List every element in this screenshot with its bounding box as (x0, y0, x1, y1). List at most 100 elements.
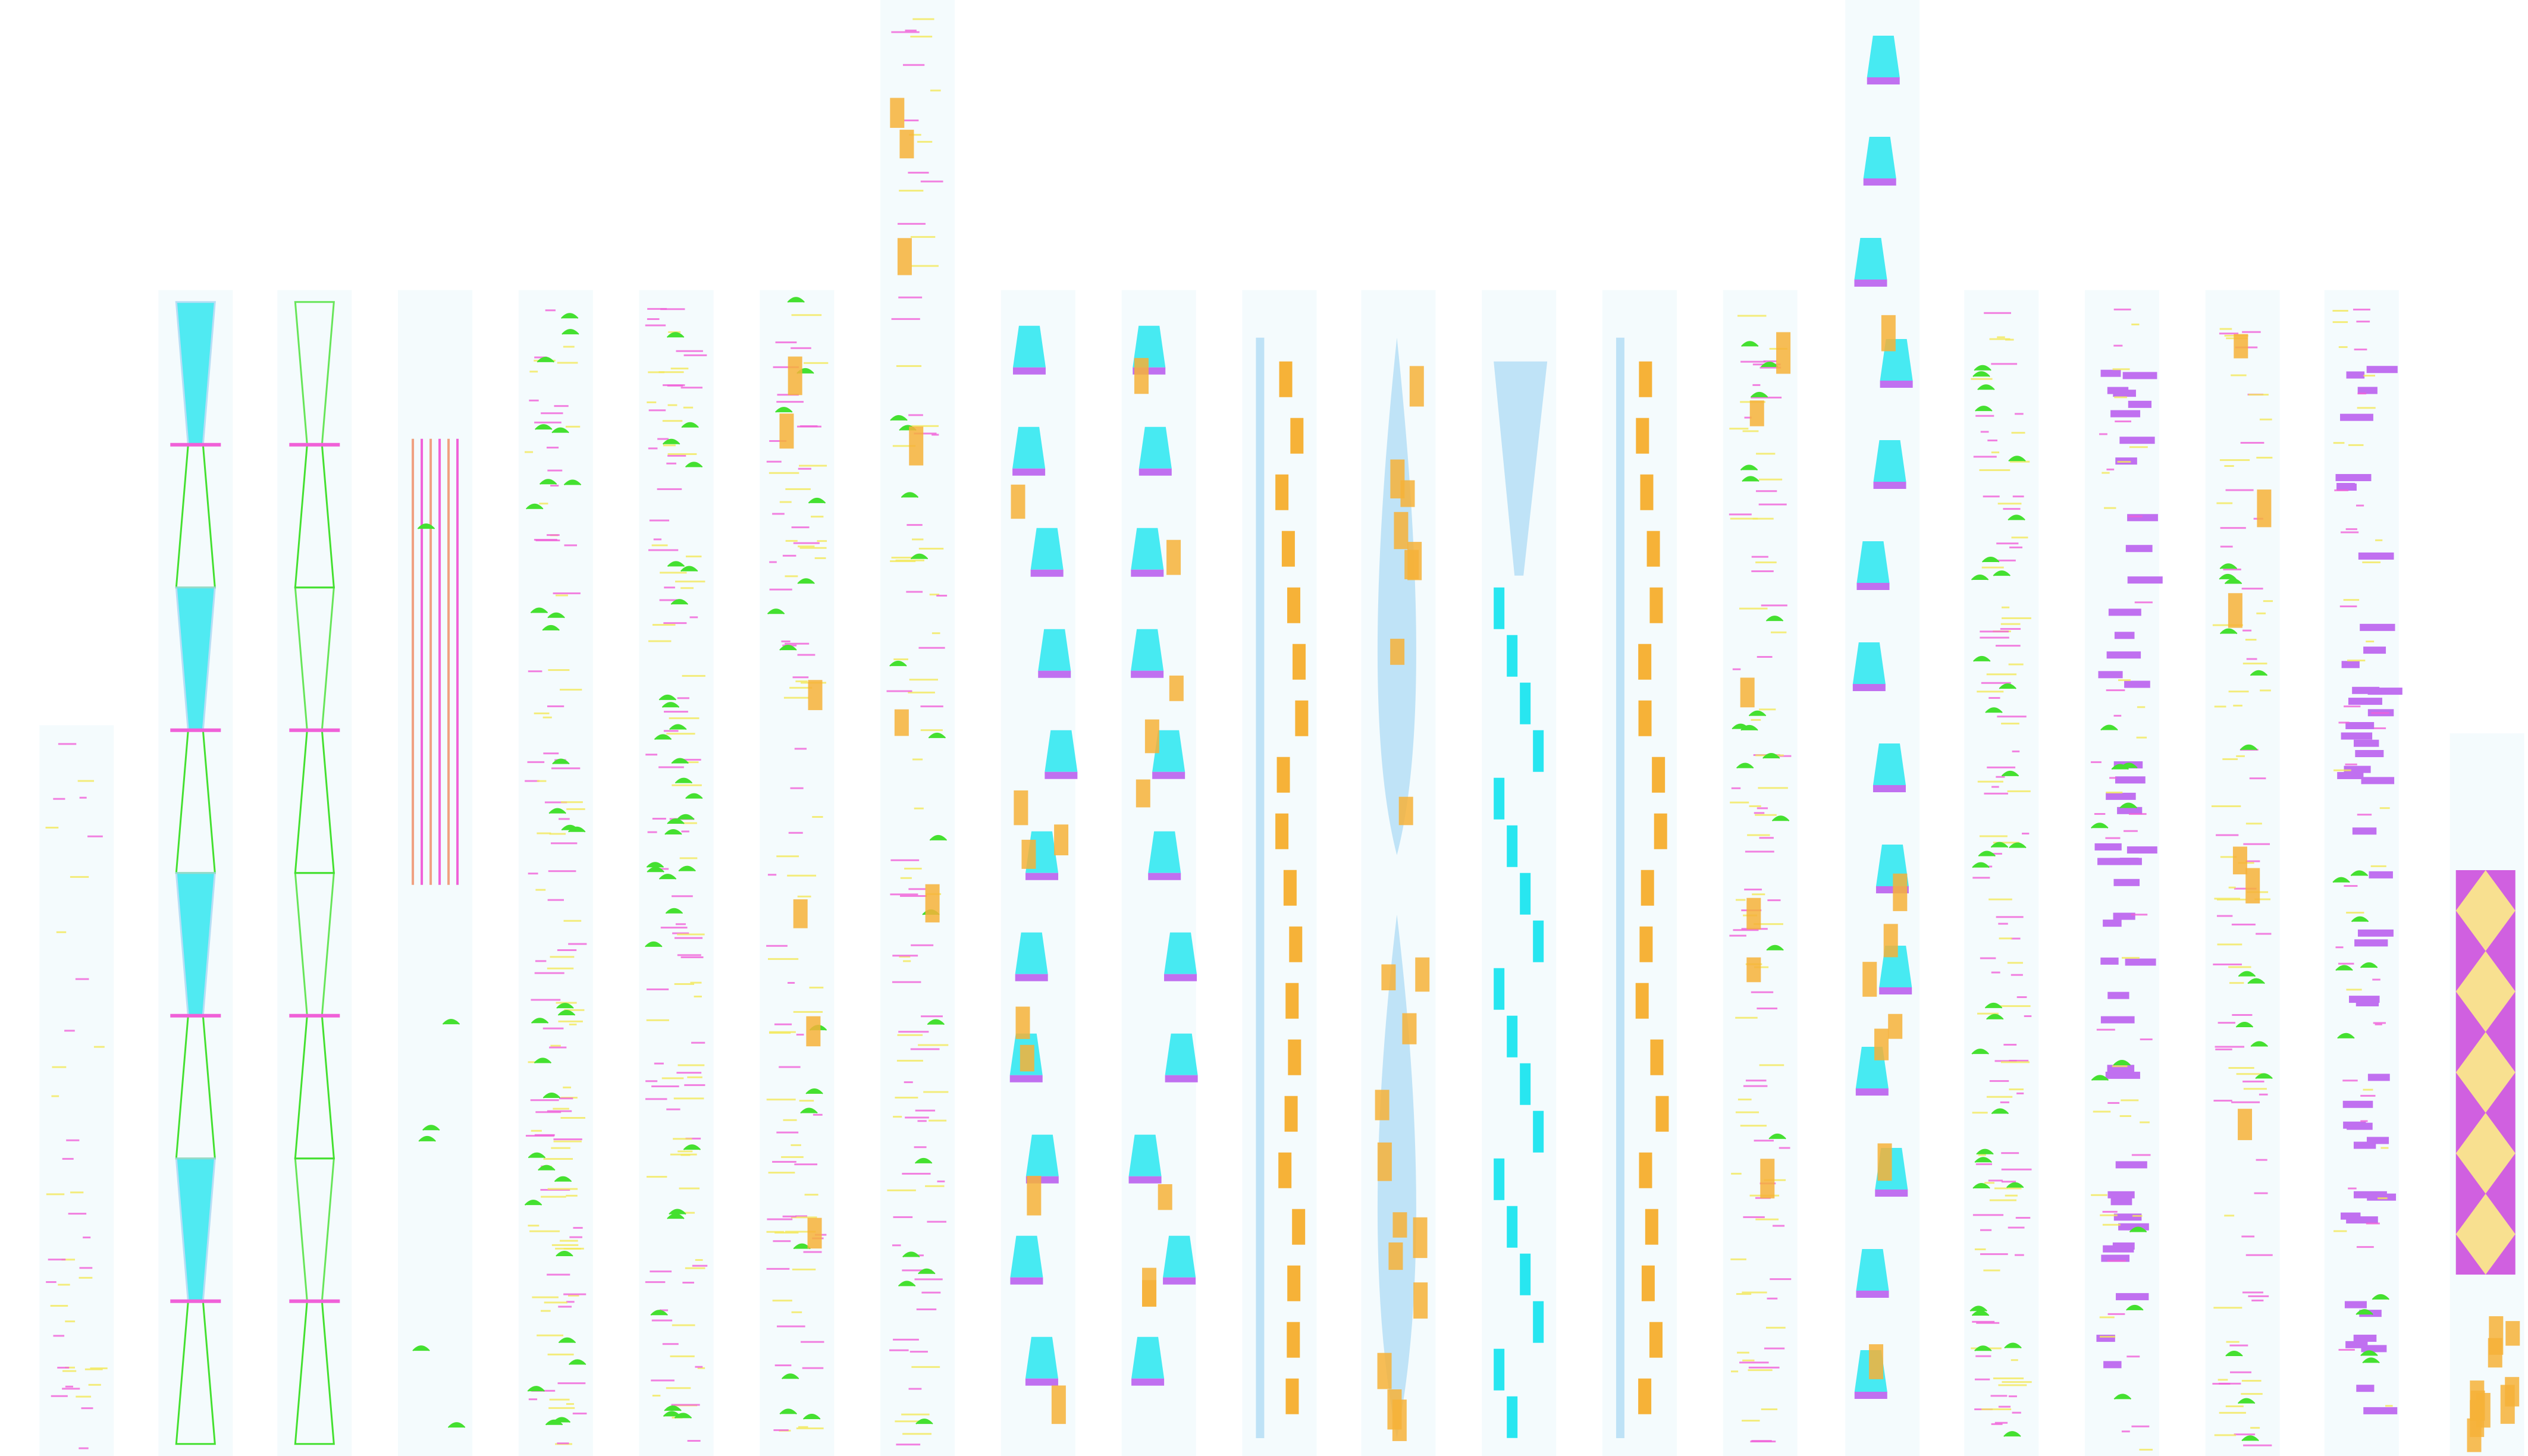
span (886, 690, 912, 692)
block (1650, 1039, 1664, 1075)
span (2338, 962, 2354, 965)
span (79, 1447, 89, 1449)
span (1988, 696, 2000, 699)
lane (2084, 290, 2159, 1456)
span (1731, 1172, 1742, 1175)
block (2505, 1377, 2520, 1407)
span (1980, 431, 1989, 433)
step (1520, 1253, 1531, 1295)
span (558, 1306, 572, 1308)
span (676, 350, 703, 352)
span (2366, 641, 2375, 643)
bar (2125, 958, 2156, 966)
span (897, 1034, 923, 1036)
span (772, 1160, 796, 1163)
span (2346, 989, 2362, 991)
span (569, 1023, 577, 1025)
span (534, 1134, 555, 1136)
arc (2351, 916, 2369, 922)
span (893, 658, 908, 661)
arc (805, 1088, 823, 1094)
span (767, 874, 777, 876)
cup (1873, 440, 1906, 482)
arc (547, 612, 565, 619)
arc (902, 1251, 920, 1258)
span (2118, 679, 2131, 682)
block (1287, 587, 1301, 623)
span (911, 425, 939, 427)
block (779, 413, 794, 449)
span (1748, 1366, 1780, 1369)
bar (2122, 372, 2157, 379)
span (2228, 1067, 2254, 1069)
block (890, 98, 905, 128)
bar (2344, 765, 2371, 773)
span (657, 488, 682, 490)
span (889, 1349, 909, 1351)
span (791, 1144, 801, 1146)
cup (1025, 1134, 1059, 1176)
span (2236, 1073, 2263, 1075)
arc (781, 1373, 799, 1379)
span (2254, 898, 2271, 900)
block (1295, 700, 1309, 736)
span (2121, 956, 2140, 959)
span (652, 624, 676, 626)
lane (1845, 0, 1920, 1456)
span (792, 676, 809, 679)
cup-base (1152, 771, 1185, 779)
span (535, 960, 547, 962)
span (1983, 1269, 2000, 1272)
span (46, 1193, 65, 1195)
span (2000, 1005, 2031, 1008)
span (547, 1110, 572, 1112)
cup (1148, 831, 1181, 873)
span (783, 696, 809, 699)
arc (664, 1405, 682, 1411)
span (546, 447, 559, 449)
cup (1012, 325, 1046, 368)
span (690, 981, 702, 984)
span (654, 1062, 664, 1065)
span (891, 31, 920, 33)
span (911, 944, 934, 946)
arc (2250, 670, 2268, 676)
span (2011, 1359, 2018, 1361)
span (2213, 1307, 2242, 1309)
arc (1742, 476, 1759, 482)
block (1014, 790, 1028, 826)
span (2009, 1059, 2029, 1062)
span (2105, 837, 2121, 839)
span (1748, 1369, 1773, 1372)
span (910, 1048, 940, 1050)
span (541, 1310, 551, 1312)
block (1289, 926, 1303, 962)
span (681, 822, 697, 824)
span (892, 445, 916, 447)
span (891, 318, 920, 320)
arc (2219, 573, 2237, 580)
span (1977, 780, 2003, 783)
cup (1863, 137, 1896, 178)
span (1997, 336, 2005, 338)
span (1975, 1355, 1991, 1357)
arc (675, 777, 693, 784)
block (1015, 1006, 1030, 1039)
block (2232, 846, 2247, 875)
span (2248, 1295, 2269, 1297)
span (2011, 974, 2023, 976)
span (691, 1041, 705, 1044)
span (1740, 1125, 1767, 1127)
span (651, 1085, 679, 1088)
block (2505, 1321, 2520, 1346)
span (544, 801, 567, 804)
span (549, 1398, 570, 1401)
bar (2341, 661, 2360, 669)
span (1975, 415, 1994, 417)
span (2256, 933, 2272, 935)
span (791, 1216, 817, 1219)
arc (542, 1093, 561, 1099)
span (769, 588, 792, 591)
arc (1974, 365, 1991, 371)
arc (528, 1152, 546, 1159)
